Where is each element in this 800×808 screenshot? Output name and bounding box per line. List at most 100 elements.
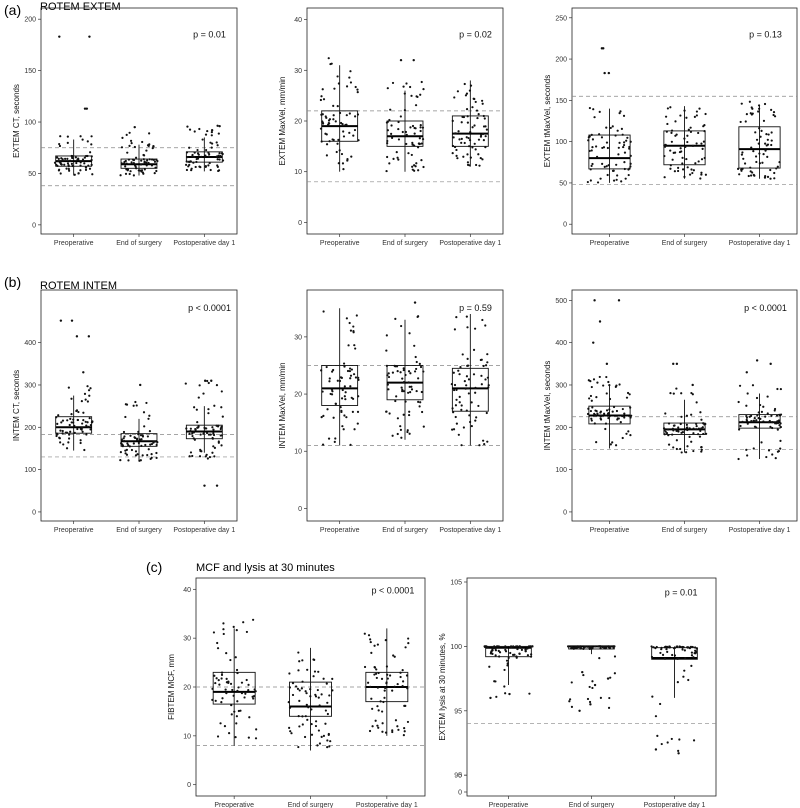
data-point bbox=[460, 141, 463, 144]
data-point bbox=[607, 411, 610, 415]
data-point bbox=[328, 380, 331, 383]
x-tick-label-end-of-surgery: End of surgery bbox=[662, 527, 708, 534]
data-point bbox=[204, 455, 207, 458]
data-point bbox=[354, 115, 357, 118]
data-point bbox=[245, 630, 249, 634]
data-point bbox=[407, 637, 410, 640]
data-point bbox=[401, 669, 404, 672]
data-point bbox=[472, 373, 476, 376]
data-point bbox=[757, 104, 761, 107]
data-point bbox=[688, 173, 692, 176]
data-point bbox=[288, 672, 291, 675]
data-point bbox=[380, 677, 384, 680]
data-point bbox=[700, 173, 703, 176]
data-point bbox=[57, 160, 60, 163]
y-tick-label: 90 bbox=[454, 773, 462, 780]
data-point bbox=[314, 724, 318, 728]
x-tick-label-preoperative: Preoperative bbox=[54, 240, 94, 247]
data-point bbox=[660, 742, 663, 746]
data-point bbox=[321, 122, 325, 125]
data-point bbox=[766, 138, 769, 141]
data-point bbox=[736, 167, 740, 170]
data-point bbox=[124, 415, 127, 419]
x-tick-label-end-of-surgery: End of surgery bbox=[382, 527, 428, 534]
data-point bbox=[216, 641, 219, 645]
data-point bbox=[466, 121, 469, 124]
data-point bbox=[231, 688, 234, 692]
data-point bbox=[132, 442, 135, 445]
data-point bbox=[683, 175, 686, 178]
data-point bbox=[487, 384, 490, 387]
data-point bbox=[628, 145, 631, 149]
data-point bbox=[124, 403, 127, 406]
data-point bbox=[67, 441, 70, 444]
data-point bbox=[596, 181, 600, 184]
data-point bbox=[377, 671, 380, 675]
data-point bbox=[396, 682, 399, 686]
data-point bbox=[481, 99, 484, 102]
data-point bbox=[343, 385, 346, 388]
data-point bbox=[298, 725, 301, 728]
data-point bbox=[204, 154, 207, 157]
data-point bbox=[306, 718, 309, 721]
data-point bbox=[75, 161, 78, 165]
data-point bbox=[497, 645, 500, 648]
data-point bbox=[455, 148, 458, 152]
x-tick-label-postoperative-day-1: Postoperative day 1 bbox=[729, 240, 791, 247]
data-point bbox=[768, 419, 771, 423]
data-point bbox=[411, 143, 414, 146]
data-point bbox=[678, 645, 681, 648]
data-point bbox=[460, 408, 463, 411]
data-point bbox=[385, 334, 388, 337]
data-point bbox=[674, 120, 677, 123]
data-point bbox=[601, 146, 604, 150]
data-point bbox=[772, 113, 775, 117]
data-point bbox=[55, 434, 58, 438]
data-point bbox=[663, 433, 666, 436]
data-point bbox=[129, 139, 133, 142]
data-point bbox=[422, 370, 425, 373]
data-point bbox=[605, 375, 608, 379]
data-point bbox=[134, 165, 137, 168]
data-point bbox=[147, 161, 150, 165]
data-point bbox=[321, 113, 324, 116]
data-point bbox=[212, 433, 216, 437]
data-point bbox=[349, 385, 352, 388]
data-point bbox=[193, 151, 196, 154]
data-point bbox=[699, 429, 702, 433]
data-point bbox=[419, 126, 422, 129]
data-point bbox=[326, 408, 329, 411]
data-point bbox=[605, 392, 608, 395]
data-point bbox=[515, 655, 518, 658]
data-point bbox=[342, 167, 345, 171]
data-point bbox=[56, 156, 59, 159]
data-point bbox=[330, 393, 334, 396]
data-point bbox=[341, 162, 345, 165]
data-point bbox=[143, 154, 146, 157]
data-point bbox=[335, 150, 338, 154]
data-point bbox=[82, 419, 85, 422]
data-point bbox=[663, 657, 667, 660]
data-point bbox=[58, 142, 61, 146]
data-point bbox=[590, 417, 593, 420]
data-point bbox=[326, 739, 329, 742]
data-point bbox=[79, 439, 82, 442]
data-point bbox=[629, 406, 632, 409]
data-point bbox=[388, 412, 391, 415]
data-point bbox=[349, 329, 353, 332]
data-point bbox=[225, 652, 228, 655]
data-point bbox=[218, 152, 221, 155]
data-point bbox=[218, 158, 221, 161]
data-point bbox=[67, 437, 71, 440]
data-point bbox=[322, 734, 326, 737]
data-point bbox=[348, 76, 351, 79]
data-point bbox=[121, 136, 124, 139]
data-point bbox=[695, 428, 698, 431]
data-point bbox=[779, 422, 782, 425]
data-point bbox=[413, 169, 416, 172]
section-letter-a: (a) bbox=[4, 2, 21, 18]
data-point bbox=[252, 697, 255, 700]
data-point bbox=[579, 647, 582, 650]
data-point bbox=[337, 138, 340, 141]
